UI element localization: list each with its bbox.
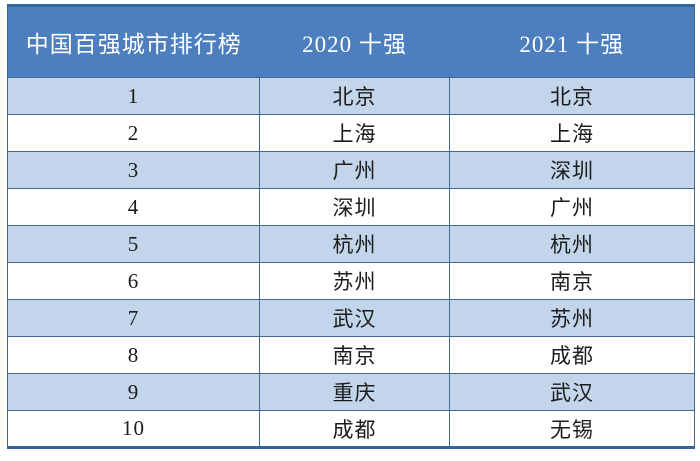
table-row: 3 广州 深圳 — [7, 151, 695, 189]
city-2020-cell: 成都 — [259, 410, 450, 448]
city-2021-cell: 深圳 — [449, 151, 695, 189]
table-body: 1 北京 北京 2 上海 上海 3 广州 深圳 4 深圳 广州 5 杭州 — [7, 77, 695, 448]
rank-cell: 10 — [7, 410, 260, 448]
rank-cell: 5 — [7, 225, 260, 263]
city-2021-cell: 上海 — [449, 114, 695, 152]
city-2021-cell: 南京 — [449, 262, 695, 300]
city-2020-cell: 武汉 — [259, 299, 450, 337]
rank-cell: 4 — [7, 188, 260, 226]
city-2020-cell: 重庆 — [259, 373, 450, 411]
rank-cell: 6 — [7, 262, 260, 300]
table-row: 6 苏州 南京 — [7, 262, 695, 300]
header-ranking-title: 中国百强城市排行榜 — [7, 5, 260, 78]
header-row: 中国百强城市排行榜 2020 十强 2021 十强 — [7, 5, 695, 78]
city-2021-cell: 无锡 — [449, 410, 695, 448]
ranking-table-container: 中国百强城市排行榜 2020 十强 2021 十强 1 北京 北京 2 上海 上… — [7, 4, 695, 449]
city-2020-cell: 深圳 — [259, 188, 450, 226]
header-2020-top10: 2020 十强 — [259, 5, 450, 78]
rank-cell: 9 — [7, 373, 260, 411]
table-row: 2 上海 上海 — [7, 114, 695, 152]
table-row: 7 武汉 苏州 — [7, 299, 695, 337]
table-row: 8 南京 成都 — [7, 336, 695, 374]
city-2021-cell: 武汉 — [449, 373, 695, 411]
city-2020-cell: 杭州 — [259, 225, 450, 263]
table-row: 4 深圳 广州 — [7, 188, 695, 226]
city-2021-cell: 杭州 — [449, 225, 695, 263]
city-2021-cell: 成都 — [449, 336, 695, 374]
table-header: 中国百强城市排行榜 2020 十强 2021 十强 — [7, 5, 695, 78]
header-2021-top10: 2021 十强 — [449, 5, 695, 78]
city-2020-cell: 广州 — [259, 151, 450, 189]
ranking-table: 中国百强城市排行榜 2020 十强 2021 十强 1 北京 北京 2 上海 上… — [7, 4, 695, 449]
table-row: 10 成都 无锡 — [7, 410, 695, 448]
rank-cell: 3 — [7, 151, 260, 189]
table-row: 1 北京 北京 — [7, 77, 695, 115]
table-row: 9 重庆 武汉 — [7, 373, 695, 411]
city-2021-cell: 苏州 — [449, 299, 695, 337]
rank-cell: 1 — [7, 77, 260, 115]
rank-cell: 8 — [7, 336, 260, 374]
rank-cell: 7 — [7, 299, 260, 337]
city-2020-cell: 上海 — [259, 114, 450, 152]
city-2020-cell: 北京 — [259, 77, 450, 115]
rank-cell: 2 — [7, 114, 260, 152]
city-2021-cell: 广州 — [449, 188, 695, 226]
city-2020-cell: 南京 — [259, 336, 450, 374]
city-2021-cell: 北京 — [449, 77, 695, 115]
city-2020-cell: 苏州 — [259, 262, 450, 300]
table-row: 5 杭州 杭州 — [7, 225, 695, 263]
